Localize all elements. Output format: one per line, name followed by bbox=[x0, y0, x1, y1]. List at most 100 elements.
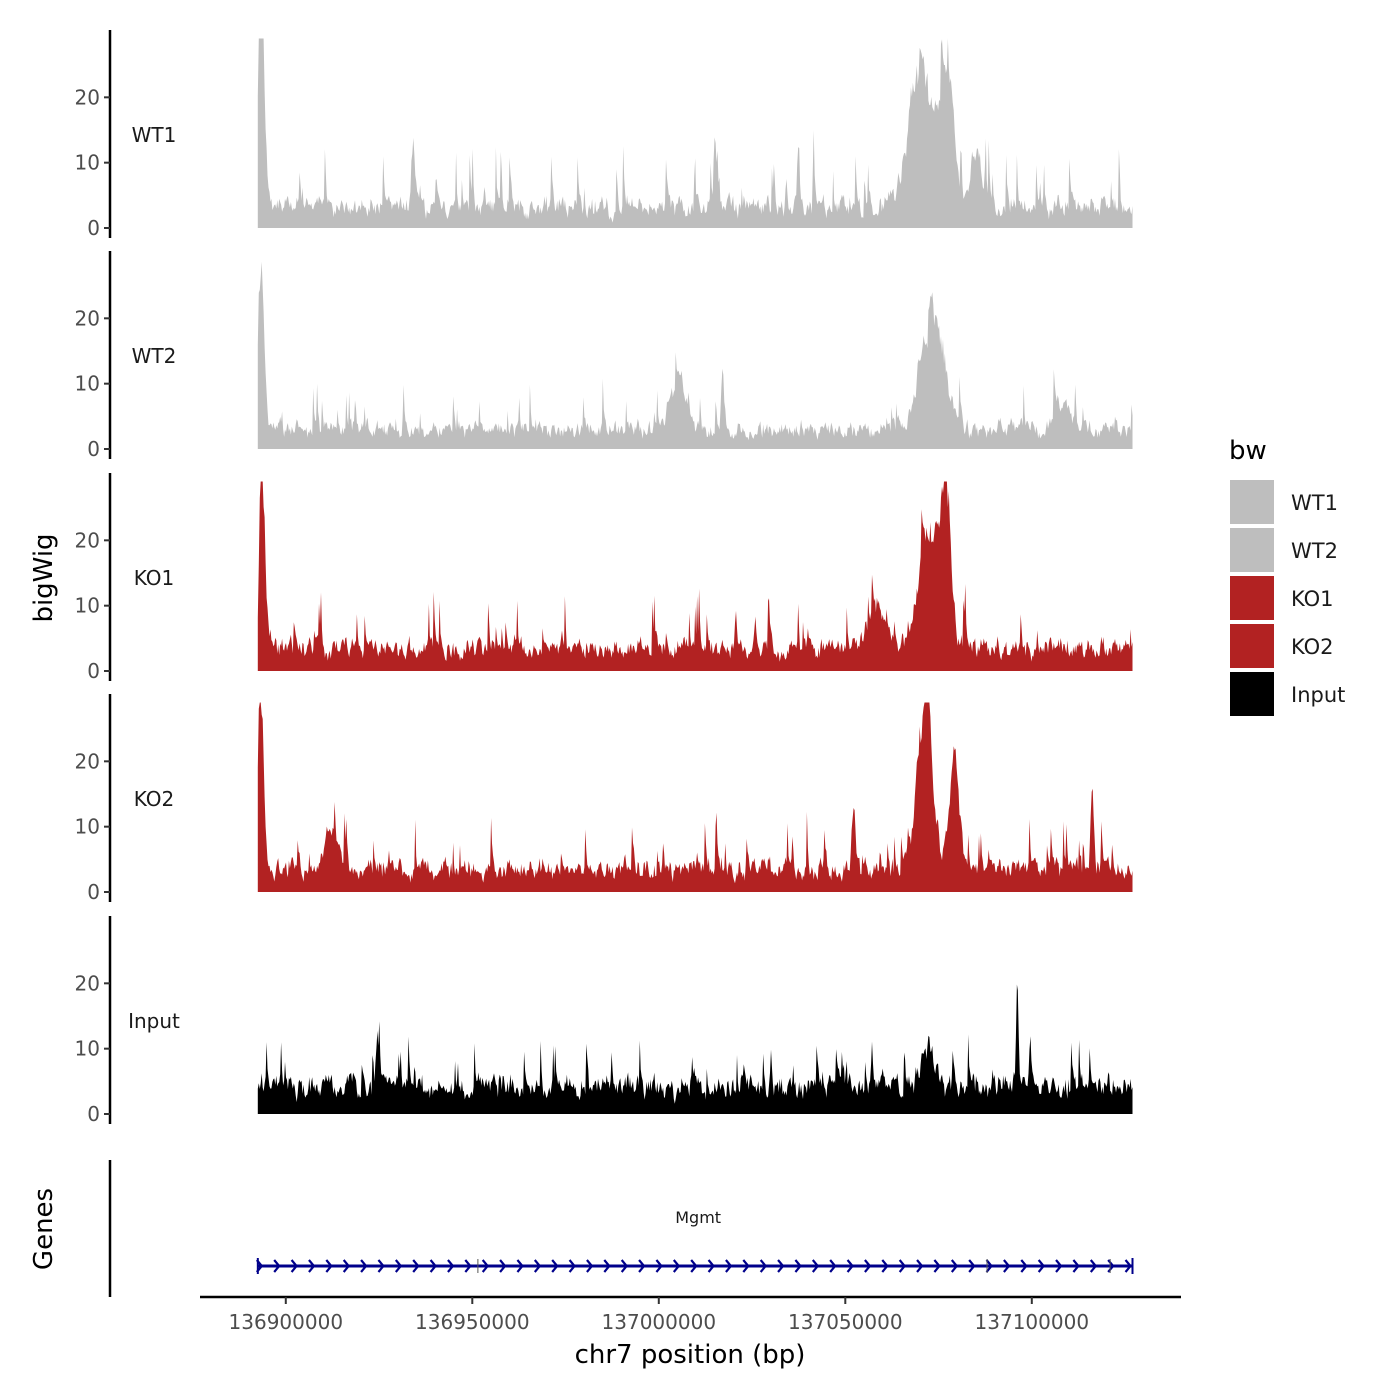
legend: bw WT1 WT2 KO1 KO2 Input bbox=[1229, 436, 1345, 716]
strand-chevron bbox=[377, 1259, 385, 1273]
strand-chevron bbox=[672, 1259, 681, 1273]
strand-chevron bbox=[777, 1259, 785, 1273]
x-tick-label: 136900000 bbox=[229, 1310, 344, 1334]
y-tick-label: 20 bbox=[75, 85, 100, 109]
y-tick-label: 20 bbox=[75, 971, 100, 995]
legend-swatch-ko1 bbox=[1230, 576, 1274, 620]
strand-chevron bbox=[933, 1259, 941, 1273]
x-tick-label: 137100000 bbox=[975, 1310, 1090, 1334]
strand-chevron bbox=[1072, 1259, 1080, 1273]
signal-area-ko1 bbox=[257, 481, 1133, 671]
strand-chevron bbox=[342, 1259, 351, 1273]
tracks-group: 0 10 20 WT1 0 10 20 WT2 0 10 20 KO1 0 10 20 KO2 0 10 20 Inp… bbox=[75, 30, 1133, 1126]
x-tick-label: 137050000 bbox=[788, 1310, 903, 1334]
strand-chevron bbox=[742, 1259, 750, 1273]
y-tick-label: 10 bbox=[75, 151, 100, 175]
strand-chevron bbox=[499, 1259, 507, 1273]
strand-chevron bbox=[794, 1259, 802, 1273]
legend-title: bw bbox=[1229, 436, 1267, 466]
strand-chevron bbox=[916, 1259, 924, 1273]
track-label-wt2: WT2 bbox=[132, 344, 177, 368]
y-tick-label: 0 bbox=[87, 1102, 100, 1126]
y-tick-label: 10 bbox=[75, 372, 100, 396]
y-tick-label: 10 bbox=[75, 594, 100, 618]
x-tick-label: 137000000 bbox=[602, 1310, 717, 1334]
y-tick-label: 0 bbox=[87, 659, 100, 683]
track-label-ko2: KO2 bbox=[134, 787, 175, 811]
strand-chevron bbox=[586, 1259, 594, 1273]
strand-chevron bbox=[985, 1259, 993, 1273]
y-tick-label: 20 bbox=[75, 749, 100, 773]
track-input: 0 10 20 Input bbox=[75, 916, 1133, 1126]
strand-chevron bbox=[481, 1259, 490, 1273]
y-tick-label: 10 bbox=[75, 1037, 100, 1061]
strand-chevron bbox=[950, 1259, 959, 1273]
y-tick-label: 0 bbox=[87, 437, 100, 461]
strand-chevron bbox=[846, 1259, 854, 1273]
strand-chevron bbox=[898, 1259, 907, 1273]
strand-chevron bbox=[394, 1259, 403, 1273]
legend-label-ko1: KO1 bbox=[1291, 587, 1334, 611]
track-wt1: 0 10 20 WT1 bbox=[75, 30, 1133, 240]
x-axis-title: chr7 position (bp) bbox=[575, 1340, 806, 1370]
y-tick-label: 0 bbox=[87, 880, 100, 904]
y-tick-label: 10 bbox=[75, 815, 100, 839]
strand-chevron bbox=[516, 1259, 524, 1273]
strand-chevron bbox=[551, 1259, 559, 1273]
x-axis: 136900000 136950000 137000000 137050000 1371… bbox=[200, 1295, 1181, 1334]
strand-chevron bbox=[568, 1259, 576, 1273]
strand-chevron bbox=[1020, 1259, 1028, 1273]
strand-chevron bbox=[690, 1259, 698, 1273]
strand-chevron bbox=[638, 1259, 646, 1273]
x-tick-label: 136950000 bbox=[415, 1310, 530, 1334]
strand-chevron bbox=[759, 1259, 768, 1273]
strand-chevron bbox=[360, 1259, 368, 1273]
track-ko2: 0 10 20 KO2 bbox=[75, 694, 1133, 904]
strand-chevron bbox=[881, 1259, 889, 1273]
track-label-ko1: KO1 bbox=[134, 566, 175, 590]
legend-label-input: Input bbox=[1291, 683, 1345, 707]
y-tick-label: 20 bbox=[75, 306, 100, 330]
strand-chevron bbox=[1089, 1259, 1098, 1273]
legend-swatch-wt2 bbox=[1230, 528, 1274, 572]
track-wt2: 0 10 20 WT2 bbox=[75, 251, 1133, 461]
strand-chevron bbox=[603, 1259, 611, 1273]
strand-chevron bbox=[464, 1259, 472, 1273]
y-tick-label: 20 bbox=[75, 528, 100, 552]
strand-chevron bbox=[1037, 1259, 1046, 1273]
signal-area-ko2 bbox=[257, 702, 1133, 892]
y-tick-label: 0 bbox=[87, 216, 100, 240]
legend-swatch-ko2 bbox=[1230, 624, 1274, 668]
strand-chevron bbox=[447, 1259, 455, 1273]
signal-area-input bbox=[257, 984, 1133, 1114]
strand-chevron bbox=[429, 1259, 437, 1273]
strand-chevron bbox=[655, 1259, 663, 1273]
legend-label-wt2: WT2 bbox=[1291, 539, 1338, 563]
strand-chevron bbox=[1124, 1259, 1132, 1273]
signal-area-wt2 bbox=[257, 261, 1133, 449]
legend-label-wt1: WT1 bbox=[1291, 491, 1338, 515]
strand-chevron bbox=[1055, 1259, 1063, 1273]
track-label-wt1: WT1 bbox=[132, 123, 177, 147]
gene-name-label: Mgmt bbox=[675, 1208, 721, 1227]
legend-swatch-input bbox=[1230, 672, 1274, 716]
track-ko1: 0 10 20 KO1 bbox=[75, 473, 1133, 683]
strand-chevron bbox=[864, 1259, 872, 1273]
strand-chevron bbox=[811, 1259, 820, 1273]
y-axis-title: bigWig bbox=[29, 533, 59, 622]
strand-chevron bbox=[273, 1259, 281, 1273]
legend-swatch-wt1 bbox=[1230, 480, 1274, 524]
signal-area-wt1 bbox=[257, 38, 1133, 228]
strand-chevron bbox=[620, 1259, 629, 1273]
genes-panel-title: Genes bbox=[29, 1188, 59, 1270]
strand-chevron bbox=[968, 1259, 976, 1273]
strand-chevron bbox=[325, 1259, 333, 1273]
legend-label-ko2: KO2 bbox=[1291, 635, 1334, 659]
track-label-input: Input bbox=[128, 1009, 180, 1033]
strand-chevron bbox=[290, 1259, 298, 1273]
strand-chevron bbox=[533, 1259, 542, 1273]
strand-chevron bbox=[1003, 1259, 1011, 1273]
strand-chevron bbox=[707, 1259, 715, 1273]
gene-panel: Mgmt bbox=[108, 1160, 1134, 1297]
